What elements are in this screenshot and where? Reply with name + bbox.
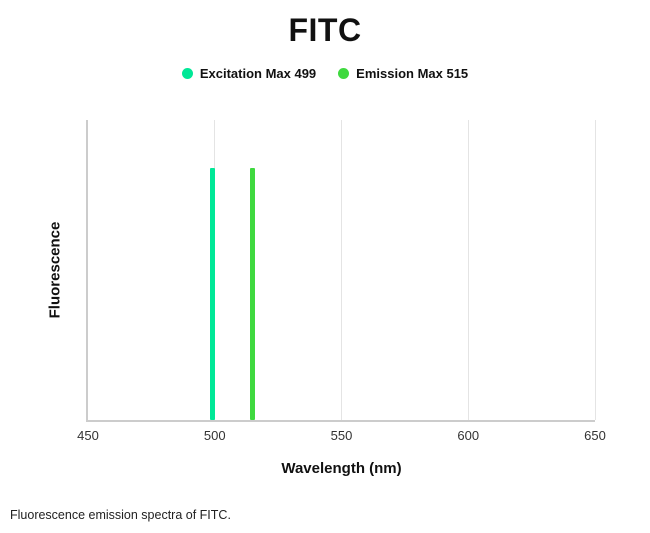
emission-spike[interactable] <box>250 168 256 420</box>
excitation-legend-dot-icon <box>181 68 193 79</box>
x-tick-label-550: 550 <box>330 428 353 443</box>
x-tick-label-650: 650 <box>584 428 606 443</box>
y-axis-label: Fluorescence <box>46 221 64 319</box>
gridline-550 <box>341 120 342 420</box>
gridline-500 <box>214 120 216 420</box>
legend: Excitation Max 499 Emission Max 515 <box>0 66 650 81</box>
excitation-spike[interactable] <box>209 168 215 420</box>
figure-caption: Fluorescence emission spectra of FITC. <box>10 508 231 522</box>
legend-item-emission[interactable]: Emission Max 515 <box>338 66 468 81</box>
chart-title: FITC <box>288 12 362 48</box>
x-tick-label-500: 500 <box>203 428 226 443</box>
legend-label-emission: Emission Max 515 <box>356 66 469 81</box>
x-tick-label-600: 600 <box>457 428 480 443</box>
legend-item-excitation[interactable]: Excitation Max 499 <box>181 66 317 81</box>
gridline-600 <box>467 120 469 420</box>
plot-area <box>86 120 596 422</box>
legend-label-excitation: Excitation Max 499 <box>199 66 317 81</box>
emission-legend-dot-icon <box>338 68 350 79</box>
x-tick-label-450: 450 <box>77 428 99 443</box>
x-axis-ticks: 450 500 550 600 650 <box>77 428 606 446</box>
gridline-650 <box>594 120 596 420</box>
x-axis-label: Wavelength (nm) <box>281 460 402 477</box>
